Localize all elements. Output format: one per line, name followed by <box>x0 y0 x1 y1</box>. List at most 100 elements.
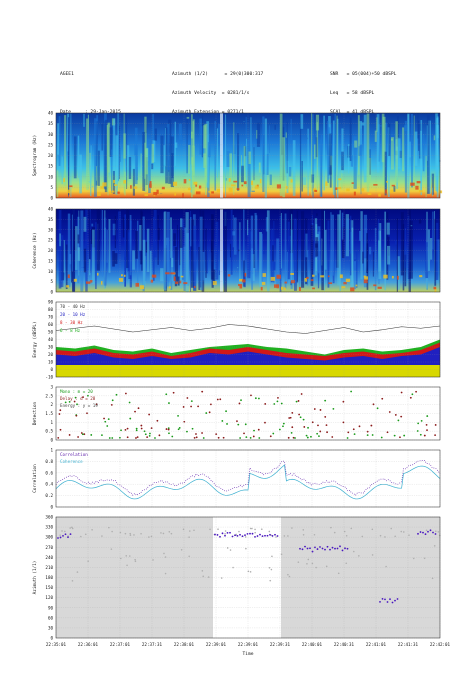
detection-point <box>420 419 423 422</box>
spectrogram-streak <box>58 116 61 166</box>
spectrogram-hotspot <box>102 182 107 187</box>
detection-point <box>177 428 180 431</box>
azimuth-purple-point <box>64 533 67 536</box>
detection-point <box>126 427 129 430</box>
azimuth-velocity: Azimuth Velocity = 0281/1/s <box>172 91 250 96</box>
spectrogram-streak <box>425 155 427 198</box>
detection-point <box>370 424 373 427</box>
spectrogram-streak <box>226 150 230 168</box>
detection-point <box>358 425 361 428</box>
detection-point <box>273 403 276 405</box>
spectrogram-hotspot <box>183 179 187 184</box>
coherence-hotspot <box>363 278 368 284</box>
spectrogram-hotspot <box>353 191 356 196</box>
azimuth-grey-point <box>201 570 204 572</box>
coherence-streak <box>395 240 398 245</box>
azimuth-grey-point <box>306 562 308 565</box>
azimuth-grey-point <box>217 528 219 531</box>
spectrogram-streak <box>292 140 296 196</box>
azimuth-grey-point <box>110 548 113 550</box>
azimuth-grey-point <box>164 556 167 558</box>
spectrogram-hotspot <box>415 185 419 190</box>
coherence-hotspot <box>165 272 170 275</box>
detection-point <box>167 427 170 430</box>
spectrogram-streak <box>190 164 192 193</box>
ytick-label: 60 <box>48 615 54 620</box>
spectrogram-hotspot <box>391 184 395 187</box>
azimuth-grey-point <box>207 576 210 578</box>
spectrogram-streak <box>301 160 303 192</box>
detection-point <box>290 431 293 434</box>
coherence-streak <box>337 214 341 286</box>
coherence-streak <box>247 228 251 279</box>
detection-point <box>126 436 129 439</box>
azimuth-purple-point <box>396 598 399 600</box>
azimuth-purple-point <box>331 546 334 549</box>
detection-point <box>307 426 309 429</box>
azimuth-grey-point <box>108 526 110 529</box>
coherence-streak <box>363 214 368 288</box>
azimuth-purple-point <box>301 548 304 551</box>
azimuth-grey-point <box>229 549 232 551</box>
azimuth-purple-point <box>316 548 319 550</box>
spectrogram-streak <box>168 119 172 184</box>
ytick-label: 300 <box>45 535 53 540</box>
spectrogram-streak <box>77 135 80 178</box>
coherence-hotspot <box>377 286 382 289</box>
spectrogram-hotspot <box>195 191 201 195</box>
coherence-streak <box>272 245 274 262</box>
leq-value: Leq = 58 dBSPL <box>330 91 375 96</box>
energy-legend-entry: 6 - 8 Hz <box>60 328 81 333</box>
azimuth-purple-point <box>244 534 246 537</box>
azimuth-grey-point <box>311 562 314 565</box>
spectrogram-streak <box>435 113 438 191</box>
spectrogram-streak <box>353 136 357 189</box>
azimuth-grey-point <box>260 528 263 531</box>
coherence-streak <box>67 213 71 287</box>
spectrogram-streak <box>341 128 344 174</box>
ytick-label: 25 <box>48 142 54 147</box>
spectrogram-hotspot <box>259 179 262 184</box>
spectrogram-streak <box>140 153 142 177</box>
spectrogram-hotspot <box>231 184 236 187</box>
azimuth-grey-point <box>163 552 165 555</box>
spectrogram-hotspot <box>153 192 158 196</box>
azimuth-purple-point <box>394 599 396 602</box>
azimuth-grey-point <box>71 527 74 530</box>
detection-point <box>294 437 296 439</box>
ytick-label: 15 <box>48 258 54 263</box>
scal-value: SCAl = 41 dBSPL <box>330 109 375 115</box>
spectrogram-streak <box>366 113 370 192</box>
spectrogram-streak <box>119 125 121 179</box>
spectrogram-streak <box>152 114 155 158</box>
spectrogram-hotspot <box>254 185 259 189</box>
azimuth-grey-point <box>268 566 271 569</box>
spectrogram-streak <box>151 163 154 170</box>
ytick-label: 0 <box>50 367 53 372</box>
spectrogram-hotspot <box>69 185 73 188</box>
azimuth-purple-point <box>259 533 261 536</box>
azimuth-purple-point <box>419 531 422 533</box>
azimuth-grey-point <box>313 533 316 536</box>
azimuth-purple-point <box>389 598 391 601</box>
coherence-hotspot <box>290 280 295 284</box>
azimuth-ylabel: Azimuth (1/1) <box>32 561 38 595</box>
coherence-hotspot <box>355 284 358 287</box>
coherence-streak <box>70 213 73 283</box>
spectrogram-streak <box>237 133 240 191</box>
coherence-hotspot <box>100 280 103 285</box>
spectrogram-hotspot <box>149 181 152 184</box>
azimuth-purple-point <box>276 535 279 537</box>
azimuth-grey-point <box>124 532 127 535</box>
detection-point <box>352 428 355 431</box>
azimuth-grey-point <box>193 529 195 532</box>
azimuth-grey-point <box>238 530 240 533</box>
azimuth-purple-point <box>326 545 329 548</box>
coherence-hotspot <box>383 274 388 279</box>
azimuth-grey-point <box>168 530 171 533</box>
azimuth-purple-point <box>311 550 314 553</box>
azimuth-purple-point <box>59 536 62 539</box>
coherence-streak <box>90 229 93 245</box>
spectrogram-streak <box>311 113 313 196</box>
azimuth-grey-point <box>80 535 82 538</box>
